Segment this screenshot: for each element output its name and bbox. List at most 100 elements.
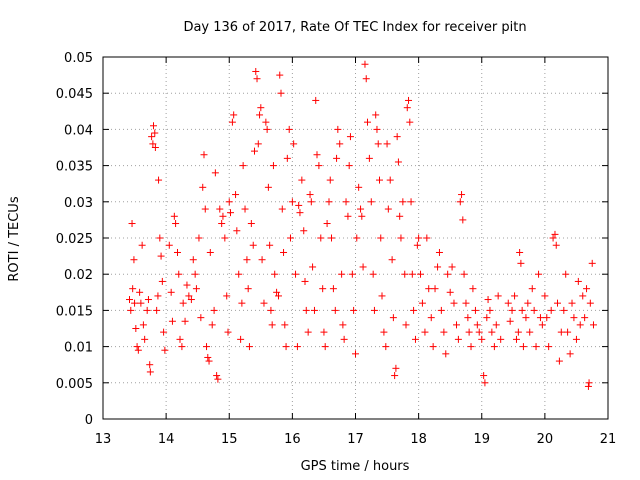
data-point (181, 317, 189, 325)
data-point (358, 212, 366, 220)
data-point (465, 328, 473, 336)
data-point (532, 343, 540, 351)
data-point (221, 234, 229, 242)
data-point (136, 288, 144, 296)
y-tick-label: 0.03 (64, 196, 93, 211)
data-point (201, 205, 209, 213)
data-point (298, 176, 306, 184)
data-point (161, 346, 169, 354)
data-point (392, 364, 400, 372)
data-point (132, 325, 140, 332)
data-point (203, 343, 211, 351)
data-point (290, 140, 298, 148)
data-point (307, 198, 315, 206)
data-point (440, 328, 448, 336)
data-point (375, 176, 383, 184)
data-point (444, 270, 452, 278)
data-point (127, 306, 135, 314)
data-point (321, 343, 329, 351)
data-point (407, 198, 415, 206)
data-point (260, 299, 268, 307)
data-point (418, 299, 426, 307)
data-point (213, 372, 221, 380)
data-point (256, 111, 264, 119)
data-point (336, 140, 344, 148)
data-point (239, 162, 247, 170)
data-point (280, 248, 288, 256)
data-point (383, 140, 391, 148)
data-point (403, 104, 411, 112)
x-tick-label: 15 (221, 432, 238, 447)
data-point (230, 111, 238, 119)
data-point (210, 306, 218, 314)
data-point (235, 270, 243, 278)
data-point (133, 343, 141, 351)
data-point (492, 321, 500, 329)
data-point (338, 270, 346, 278)
data-point (350, 306, 358, 314)
data-point (458, 191, 466, 199)
data-point (277, 89, 285, 97)
data-point (326, 176, 334, 184)
data-point (393, 133, 401, 141)
data-point (405, 96, 413, 104)
data-point (514, 328, 522, 336)
data-point (160, 328, 168, 336)
data-point (519, 343, 527, 351)
data-point (581, 314, 589, 322)
y-tick-label: 0.045 (56, 87, 93, 102)
data-point (576, 321, 584, 329)
data-point (241, 205, 249, 213)
data-point (266, 241, 274, 249)
data-point (380, 328, 388, 336)
data-point (362, 75, 370, 83)
data-point (391, 372, 399, 380)
data-point (410, 306, 418, 314)
data-point (583, 285, 591, 293)
data-point (363, 118, 371, 126)
data-point (199, 183, 207, 191)
data-point (331, 306, 339, 314)
data-point (473, 321, 481, 329)
y-tick-label: 0.05 (64, 51, 93, 66)
data-point (323, 220, 331, 228)
data-point (413, 241, 421, 249)
data-point (512, 335, 520, 343)
data-point (535, 270, 543, 278)
data-point (143, 306, 151, 314)
data-point (415, 234, 423, 242)
data-point (195, 234, 203, 242)
data-point (551, 230, 559, 238)
data-point (276, 71, 284, 79)
data-point (506, 317, 514, 325)
data-point (197, 314, 205, 322)
data-point (524, 299, 532, 307)
data-point (150, 122, 157, 130)
data-point (342, 198, 350, 206)
y-tick-label: 0.04 (64, 123, 93, 138)
data-point (344, 212, 352, 220)
data-point (348, 270, 356, 278)
data-point (547, 306, 555, 314)
data-point (480, 372, 488, 380)
data-point (218, 220, 226, 228)
data-point (158, 277, 166, 285)
data-point (522, 314, 530, 322)
data-point (224, 328, 232, 336)
data-point (238, 299, 246, 307)
data-point (417, 270, 425, 278)
data-point (185, 292, 193, 300)
data-point (252, 67, 260, 75)
data-point (394, 158, 402, 166)
data-point (281, 321, 289, 329)
data-point (429, 343, 437, 351)
data-point (263, 125, 271, 133)
data-point (267, 306, 275, 314)
data-point (372, 111, 380, 119)
data-point (204, 353, 212, 361)
data-point (288, 198, 296, 206)
data-point (388, 256, 396, 264)
x-tick-label: 13 (95, 432, 112, 447)
data-point (216, 205, 224, 213)
data-point (306, 191, 314, 199)
